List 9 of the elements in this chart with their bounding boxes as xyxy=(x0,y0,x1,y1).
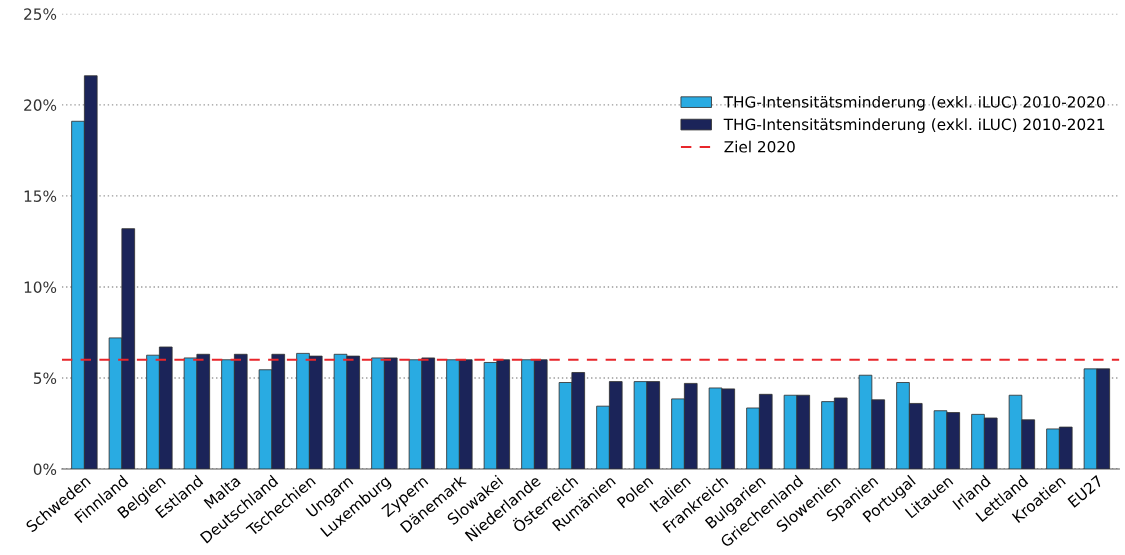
y-tick-label: 25% xyxy=(24,8,57,20)
y-tick-label: 0% xyxy=(33,463,57,475)
legend-label: THG-Intensitätsminderung (exkl. iLUC) 2010-2020 xyxy=(723,95,1105,111)
y-tick-label: 5% xyxy=(33,372,57,384)
legend-label: Ziel 2020 xyxy=(724,140,795,153)
y-tick-label: 10% xyxy=(24,281,57,293)
y-tick-label: 20% xyxy=(24,99,57,111)
legend-label: THG-Intensitätsminderung (exkl. iLUC) 2010-2021 xyxy=(723,118,1105,134)
y-tick-label: 15% xyxy=(24,190,57,202)
